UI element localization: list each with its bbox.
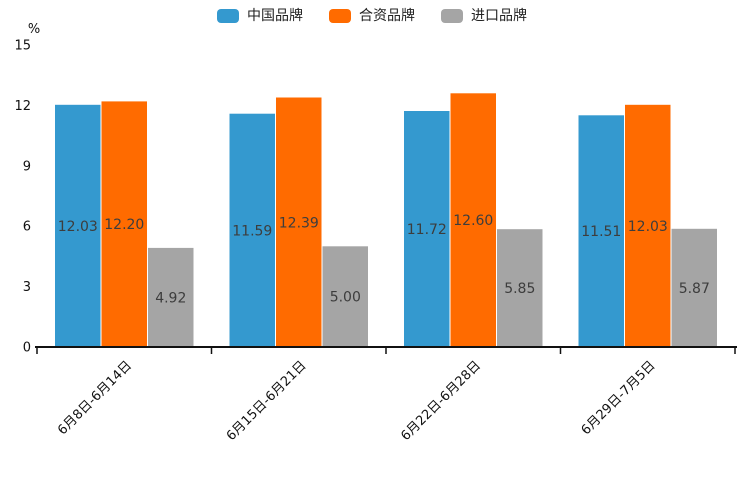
bar-value-label: 11.51 xyxy=(581,224,621,240)
x-tick-labels: 6月8日-6月14日 6月15日-6月21日 6月22日-6月28日 6月29日-7月… xyxy=(55,358,658,444)
bar-series1-cat1 xyxy=(276,97,322,347)
x-tick-label-cat2: 6月22日-6月28日 xyxy=(398,358,484,444)
x-tick-label-cat3: 6月29日-7月5日 xyxy=(579,358,659,438)
bar-value-label: 5.87 xyxy=(679,281,710,297)
y-axis-unit-label: % xyxy=(28,22,40,37)
axis-layer xyxy=(35,346,737,354)
bar-value-label: 5.85 xyxy=(504,281,535,297)
bars-layer xyxy=(55,93,717,348)
y-tick-label: 6 xyxy=(23,220,31,235)
bar-series2-cat2 xyxy=(497,229,543,347)
y-tick-label: 3 xyxy=(23,280,31,295)
legend-marker-icon xyxy=(217,9,239,23)
bar-series0-cat2 xyxy=(404,111,450,347)
legend-label: 合资品牌 xyxy=(359,8,415,24)
y-tick-label: 9 xyxy=(23,159,31,174)
bar-series2-cat0 xyxy=(148,247,194,347)
bar-series1-cat0 xyxy=(101,101,147,348)
bar-value-label: 11.72 xyxy=(407,222,447,238)
bar-series2-cat3 xyxy=(671,228,717,347)
bar-value-label: 12.20 xyxy=(104,217,144,233)
bar-series2-cat1 xyxy=(322,246,368,347)
legend-item-series0[interactable]: 中国品牌 xyxy=(217,9,303,23)
bar-series0-cat3 xyxy=(578,115,624,347)
legend-marker-icon xyxy=(441,9,463,23)
bar-value-label: 12.39 xyxy=(279,215,319,231)
bar-value-label: 12.03 xyxy=(628,219,668,235)
legend-label: 进口品牌 xyxy=(471,8,527,24)
y-tick-labels: 0 3 6 9 12 15 xyxy=(14,39,31,356)
x-tick-label-cat0: 6月8日-6月14日 xyxy=(55,358,135,438)
bar-value-label: 4.92 xyxy=(155,291,186,307)
bar-value-label: 12.03 xyxy=(58,219,98,235)
bar-value-label: 5.00 xyxy=(330,290,361,306)
legend-label: 中国品牌 xyxy=(247,8,303,24)
x-tick-label-cat1: 6月15日-6月21日 xyxy=(224,358,310,444)
value-labels-layer: 12.03 12.20 4.92 11.59 12.39 5.00 11.72 12.60 5.… xyxy=(58,213,710,306)
legend-item-series2[interactable]: 进口品牌 xyxy=(441,9,527,23)
y-tick-label: 15 xyxy=(14,39,31,54)
y-tick-label: 12 xyxy=(14,99,31,114)
bar-series1-cat2 xyxy=(450,93,496,347)
chart-legend: 中国品牌 合资品牌 进口品牌 xyxy=(217,9,527,23)
bar-value-label: 11.59 xyxy=(232,223,272,239)
bar-series0-cat0 xyxy=(55,104,101,347)
y-tick-label: 0 xyxy=(23,341,31,356)
bar-series0-cat1 xyxy=(229,113,275,347)
legend-marker-icon xyxy=(329,9,351,23)
legend-item-series1[interactable]: 合资品牌 xyxy=(329,9,415,23)
bar-value-label: 12.60 xyxy=(453,213,493,229)
bar-series1-cat3 xyxy=(625,104,671,347)
